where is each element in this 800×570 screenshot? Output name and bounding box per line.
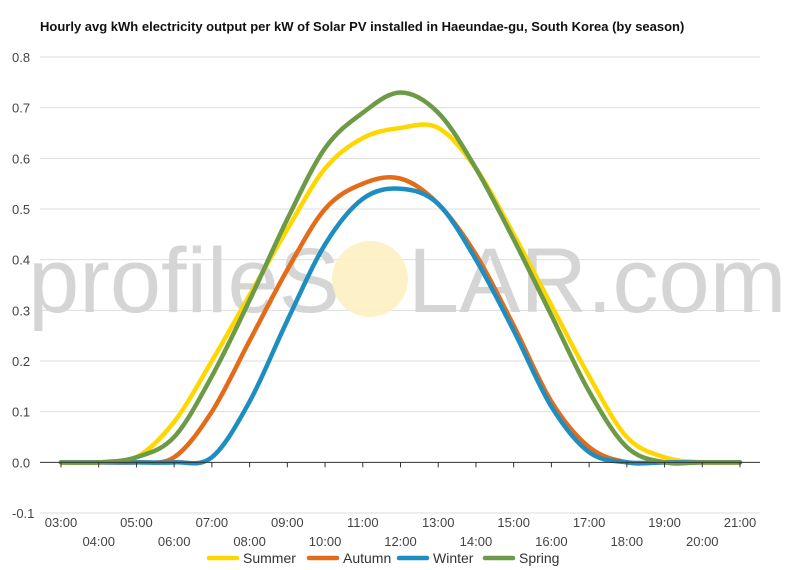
watermark-text-right: LAR.com — [408, 230, 786, 332]
x-tick-label: 11:00 — [347, 515, 379, 530]
y-tick-label: 0.2 — [12, 354, 30, 369]
x-tick-label: 21:00 — [724, 515, 757, 530]
x-tick-label: 13:00 — [422, 515, 455, 530]
x-tick-label: 18:00 — [611, 534, 644, 549]
series-line-spring — [58, 90, 743, 466]
x-tick-label: 16:00 — [535, 534, 568, 549]
x-tick-label: 04:00 — [82, 534, 115, 549]
x-tick-label: 06:00 — [158, 534, 191, 549]
x-tick-label: 12:00 — [384, 534, 417, 549]
y-tick-label: -0.1 — [12, 506, 34, 521]
x-tick-label: 05:00 — [120, 515, 153, 530]
y-tick-label: 0.3 — [12, 303, 30, 318]
x-tick-label: 10:00 — [309, 534, 342, 549]
legend-label-summer: Summer — [243, 550, 296, 566]
y-tick-label: 0.4 — [12, 253, 30, 268]
legend-label-winter: Winter — [433, 550, 474, 566]
x-tick-label: 17:00 — [573, 515, 606, 530]
x-tick-label: 15:00 — [497, 515, 530, 530]
y-tick-label: 0.8 — [12, 50, 30, 65]
x-tick-label: 19:00 — [648, 515, 681, 530]
y-tick-label: 0.7 — [12, 101, 30, 116]
x-tick-label: 20:00 — [686, 534, 719, 549]
series-line-summer — [58, 122, 743, 465]
legend: Summer Autumn Winter Spring — [206, 550, 559, 566]
x-tick-label: 07:00 — [196, 515, 229, 530]
watermark-sun-icon — [332, 241, 408, 317]
y-tick-label: 0.5 — [12, 202, 30, 217]
axis-layer: -0.1 0.0 0.1 0.2 0.3 0.4 0.5 0.6 0.7 0.8 03:00 04:0… — [12, 50, 760, 549]
y-tick-label: 0.1 — [12, 405, 30, 420]
x-tick-label: 14:00 — [460, 534, 493, 549]
y-tick-label: 0.0 — [12, 455, 30, 470]
legend-label-spring: Spring — [519, 550, 559, 566]
watermark-text-left: profileS — [28, 230, 340, 332]
x-tick-label: 03:00 — [45, 515, 78, 530]
watermark: profileS LAR.com — [28, 230, 786, 332]
y-tick-label: 0.6 — [12, 151, 30, 166]
chart-title: Hourly avg kWh electricity output per kW… — [40, 19, 685, 34]
x-tick-label: 08:00 — [233, 534, 266, 549]
x-tick-label: 09:00 — [271, 515, 304, 530]
legend-label-autumn: Autumn — [343, 550, 391, 566]
